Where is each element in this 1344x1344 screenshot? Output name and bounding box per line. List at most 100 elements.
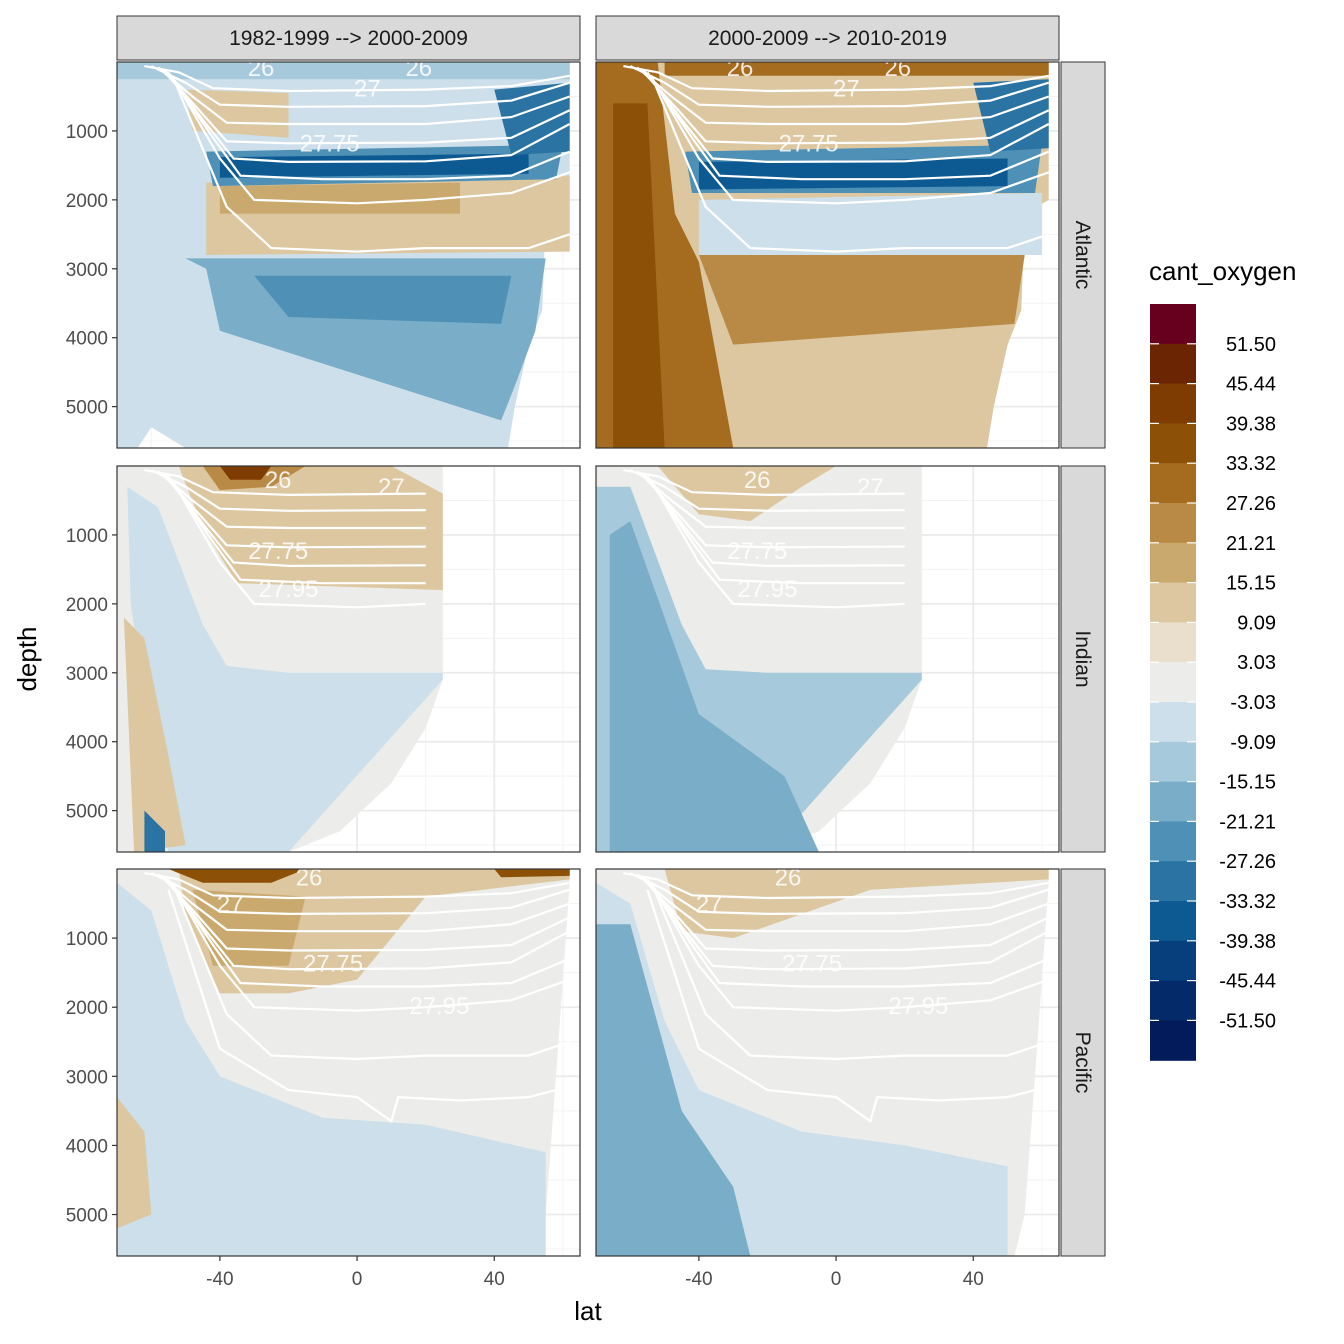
isopycnal-line [164,69,571,164]
isopycnal-line [646,71,1050,181]
legend-swatch [1150,980,1196,1021]
isopycnal-line [144,872,570,900]
isopycnal-label: 27.75 [248,538,308,565]
deep-negative-core [609,521,819,852]
isopycnal-label: 27.95 [258,576,318,603]
legend-label: 33.32 [1226,453,1276,475]
isopycnal-label: 27 [857,474,884,501]
isopycnal-line [144,469,426,497]
row-strip [1060,61,1106,449]
isopycnal-line [170,479,426,609]
isopycnal-line [639,472,905,549]
legend-label: 21.21 [1226,533,1276,555]
panel-pacific-1: 26 27 27.75 27.95 [116,865,581,1257]
legend-label: -21.21 [1219,811,1276,833]
panel-border [116,465,581,853]
isopycnal-label: 27 [354,75,381,102]
surface-positive [664,62,1049,76]
isopycnal-line [157,66,571,126]
y-tick-label: 5000 [66,1206,108,1227]
y-tick-label: 2000 [66,998,108,1019]
isopycnal-label: 27 [696,891,723,918]
panels-layer: 26 26 27 27.75 26 26 27 27.75 26 27 27.75 27.95 26 27… [116,55,1060,1257]
legend-swatch [1150,861,1196,902]
x-tick-label: 0 [831,1269,842,1290]
panel-atlantic-2: 26 26 27 27.75 [595,61,1060,449]
legend-label: -27.26 [1219,851,1276,873]
isopycnal-line [646,878,1050,988]
isopycnal-line [623,65,1049,93]
legend-label: -15.15 [1219,772,1276,794]
row-strip [1060,868,1106,1257]
legend-label: -3.03 [1230,692,1276,714]
isopycnal-line [629,65,1050,108]
deep-negative [127,486,443,852]
row-strip-label: Atlantic [1071,221,1094,290]
column-strip [595,15,1060,61]
filled-contours: 26 27 27.75 27.95 [117,865,571,1256]
legend-title: cant_oxygen [1149,256,1296,286]
y-tick-label: 2000 [66,191,108,212]
isopycnal-line [164,876,571,971]
filled-contours: 26 27 27.75 27.95 [596,865,1050,1256]
isopycnal-line [167,889,557,1123]
panel-border [116,61,581,449]
legend-swatch [1150,383,1196,424]
y-tick-label: 3000 [66,664,108,685]
isopycnal-label: 27.75 [727,538,787,565]
isopycnal-label: 27.75 [300,131,360,158]
isopycnal-label: 27.95 [888,993,948,1020]
isopycnal-label: 26 [405,55,432,82]
x-tick-label: 0 [352,1269,363,1290]
y-axis-title: depth [12,626,42,691]
legend-swatch [1150,463,1196,504]
isopycnal-line [160,68,571,145]
isopycnal-line [157,873,571,933]
y-tick-label: 1000 [66,929,108,950]
column-strip [116,15,581,61]
y-tick-label: 4000 [66,733,108,754]
panel-border [116,868,581,1257]
isopycnal-line [649,479,905,609]
surface-positive-core [219,466,272,480]
isopycnal-line [167,475,426,585]
mid-positive-core [219,182,460,214]
x-tick-label: -40 [206,1269,233,1290]
row-strip-label: Indian [1071,630,1094,687]
isopycnal-label: 27 [833,75,860,102]
legend-swatch [1150,622,1196,663]
y-tick-label: 1000 [66,526,108,547]
isopycnal-label: 27.75 [779,131,839,158]
isopycnal-line [629,872,1050,916]
isopycnal-line [150,469,426,512]
legend-swatch [1150,901,1196,942]
column-strip-label: 2000-2009 --> 2010-2019 [708,27,947,50]
isopycnal-line [643,876,1050,971]
axes-layer: 1000200030004000500010002000300040005000… [12,122,984,1326]
legend-label: 15.15 [1226,573,1276,595]
panel-border [595,868,1060,1257]
row-strip [1060,465,1106,853]
legend-label: 45.44 [1226,374,1276,396]
isopycnal-line [649,75,1050,205]
isopycnal-line [160,875,571,952]
legend-swatch [1150,821,1196,862]
isopycnal-line [646,889,1036,1123]
legend-label: -45.44 [1219,971,1276,993]
isopycnal-label: 27.95 [737,576,797,603]
isopycnal-line [623,872,1049,900]
isopycnal-label: 26 [775,865,802,892]
y-tick-label: 1000 [66,122,108,143]
isopycnal-line [144,65,570,93]
isopycnal-line [649,882,1050,1012]
panel-atlantic-1: 26 26 27 27.75 [116,55,581,449]
south-positive [117,1097,152,1229]
y-tick-label: 5000 [66,802,108,823]
panel-border [595,465,1060,853]
legend-label: -51.50 [1219,1010,1276,1032]
isopycnal-line [170,882,571,1012]
isopycnal-line [653,889,1050,1061]
isopycnal-line [167,71,571,181]
isopycnal-label: 26 [296,865,323,892]
